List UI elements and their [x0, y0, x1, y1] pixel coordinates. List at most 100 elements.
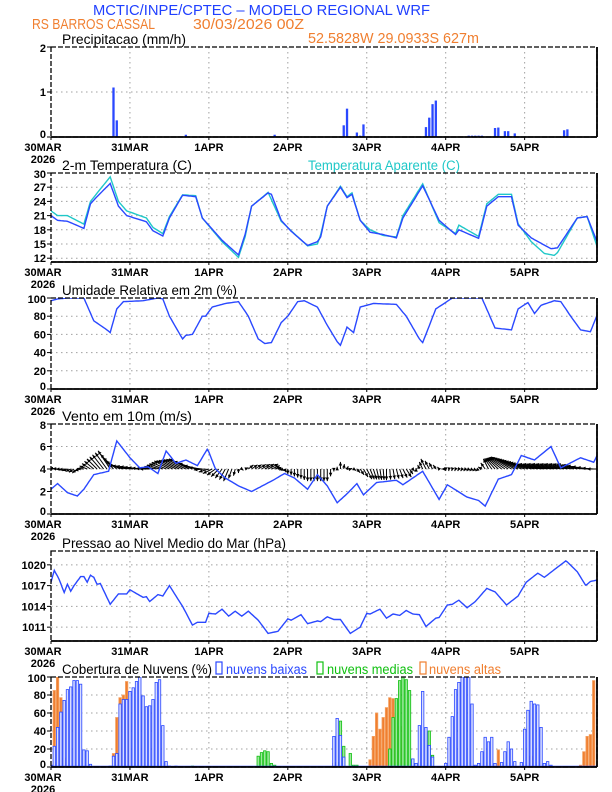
wind-arrowhead — [552, 463, 557, 467]
bar — [131, 687, 135, 767]
bar — [496, 749, 500, 767]
legend-swatch — [316, 661, 324, 675]
bar — [378, 728, 382, 767]
y-tick-label: 2 — [40, 487, 46, 499]
y-tick-label: 40 — [34, 348, 46, 360]
wind-arrowhead — [360, 470, 364, 475]
bar — [503, 131, 507, 137]
y-tick-label: 30 — [34, 169, 46, 181]
bar — [112, 87, 115, 137]
bar — [506, 741, 510, 767]
x-tick-label: 30MAR — [24, 519, 61, 531]
bar — [513, 133, 516, 137]
y-tick-label: 40 — [34, 726, 46, 738]
wind-arrowhead — [286, 470, 290, 475]
wind-arrow — [526, 463, 555, 470]
y-tick-label: 80 — [34, 311, 46, 323]
panel-title: Precipitacao (mm/h) — [62, 32, 186, 47]
wind-arrowhead — [149, 463, 154, 467]
wind-arrowhead — [480, 462, 485, 467]
series-precipitacao — [112, 87, 569, 137]
bar — [138, 677, 142, 767]
bar — [141, 695, 145, 767]
bar — [85, 750, 89, 767]
panel-title: 2-m Temperatura (C) — [62, 158, 192, 173]
bar — [52, 745, 56, 767]
wind-arrowhead — [502, 459, 507, 464]
bar — [115, 717, 119, 767]
wind-arrowhead — [289, 471, 293, 476]
y-tick-label: 15 — [34, 239, 46, 251]
wind-arrowhead — [100, 454, 105, 459]
station-coords: 52.5828W 29.0933S 627m — [308, 30, 479, 47]
wind-arrowhead — [299, 475, 303, 479]
x-tick-label: 3APR — [352, 772, 381, 784]
bar — [493, 128, 497, 137]
bar — [118, 703, 122, 767]
wind-arrowhead — [257, 464, 262, 469]
bar — [338, 735, 343, 767]
wind-arrowhead — [420, 458, 425, 463]
wind-arrowhead — [123, 465, 128, 470]
wind-arrowhead — [84, 461, 89, 465]
x-tick-label: 2APR — [273, 142, 302, 154]
bar — [157, 679, 162, 767]
bar — [134, 681, 139, 767]
bar — [430, 756, 435, 767]
x-tick-label: 2APR — [273, 267, 302, 279]
wind-arrowhead — [485, 458, 490, 463]
wind-arrowhead — [376, 475, 381, 480]
bar — [490, 736, 494, 767]
bar — [447, 736, 451, 767]
wind-arrowhead — [342, 464, 346, 468]
y-tick-label: 60 — [34, 708, 46, 720]
wind-arrowhead — [244, 467, 249, 471]
x-tick-label: 31MAR — [111, 394, 148, 406]
wind-arrowhead — [156, 460, 161, 464]
wind-arrowhead — [207, 471, 211, 476]
wind-arrowhead — [581, 466, 586, 471]
x-tick-label: 3APR — [352, 646, 381, 658]
wind-arrowhead — [392, 475, 396, 480]
bar — [115, 753, 119, 767]
wind-arrow — [531, 463, 558, 470]
x-year-label: 2026 — [31, 406, 55, 418]
bar — [542, 763, 546, 767]
wind-arrowhead — [219, 475, 223, 480]
wind-arrowhead — [425, 460, 429, 465]
wind-arrowhead — [119, 465, 124, 469]
wind-arrowhead — [127, 466, 132, 470]
bar — [503, 751, 507, 767]
wind-arrowhead — [62, 467, 67, 472]
wind-arrowhead — [178, 462, 183, 467]
y-tick-label: 18 — [34, 225, 46, 237]
wind-arrowhead — [270, 464, 275, 468]
x-tick-label: 4APR — [431, 519, 460, 531]
bar — [562, 130, 566, 137]
wind-arrowhead — [548, 463, 553, 467]
wind-arrowhead — [131, 466, 136, 471]
bar — [388, 748, 392, 767]
bar — [52, 690, 56, 767]
wind-arrowhead — [466, 467, 471, 472]
bar — [536, 704, 540, 767]
wind-arrowhead — [409, 470, 413, 475]
wind-arrowhead — [223, 477, 227, 482]
bar — [184, 134, 188, 137]
bar — [588, 734, 593, 767]
panel-title: Umidade Relativa em 2m (%) — [62, 283, 237, 298]
x-tick-label: 30MAR — [24, 394, 61, 406]
wind-arrowhead — [566, 464, 571, 469]
wind-arrow — [513, 463, 545, 470]
x-year-label: 2026 — [31, 784, 55, 792]
plot-area — [51, 298, 597, 347]
wind-arrowhead — [410, 467, 415, 472]
panel-pressure: Pressao ao Nivel Medio do Mar (hPa) 1011 1… — [22, 536, 598, 670]
wind-arrowhead — [447, 467, 451, 472]
bar — [371, 736, 375, 767]
legend-apparent-temperature: Temperatura Aparente (C) — [308, 158, 460, 173]
bar — [417, 725, 421, 767]
wind-arrowhead — [249, 464, 254, 469]
x-tick-label: 2APR — [273, 772, 302, 784]
